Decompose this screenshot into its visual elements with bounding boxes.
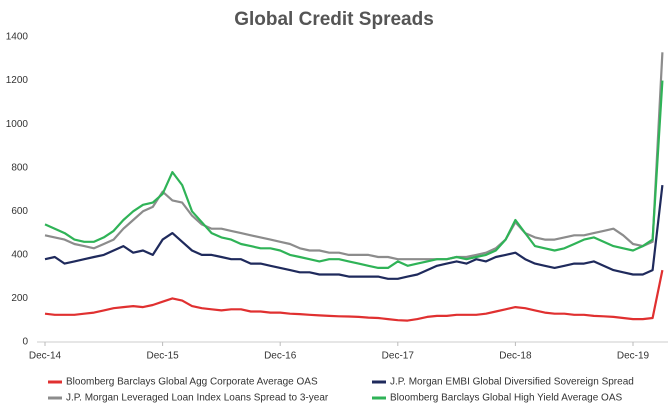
legend-label: J.P. Morgan Leveraged Loan Index Loans S… [66,393,329,404]
series-line [44,184,664,280]
legend-label: Bloomberg Barclays Global Agg Corporate … [66,377,318,388]
series-line [44,269,664,322]
y-tick-label: 600 [11,206,28,217]
series-line [44,80,664,269]
y-tick-label: 1400 [6,32,29,43]
y-tick-label: 0 [22,337,28,348]
x-tick-label: Dec-19 [617,351,650,362]
x-tick-label: Dec-14 [29,351,62,362]
series-line [44,52,664,261]
legend-label: J.P. Morgan EMBI Global Diversified Sove… [390,377,634,388]
y-tick-label: 800 [11,162,28,173]
x-tick-label: Dec-16 [264,351,297,362]
chart-title: Global Credit Spreads [234,9,434,30]
y-tick-label: 1200 [6,75,29,86]
x-tick-label: Dec-15 [146,351,179,362]
legend-label: Bloomberg Barclays Global High Yield Ave… [390,393,622,404]
x-tick-label: Dec-17 [382,351,415,362]
y-tick-label: 1000 [6,119,29,130]
y-tick-label: 400 [11,249,28,260]
x-tick-label: Dec-18 [499,351,532,362]
y-tick-label: 200 [11,293,28,304]
